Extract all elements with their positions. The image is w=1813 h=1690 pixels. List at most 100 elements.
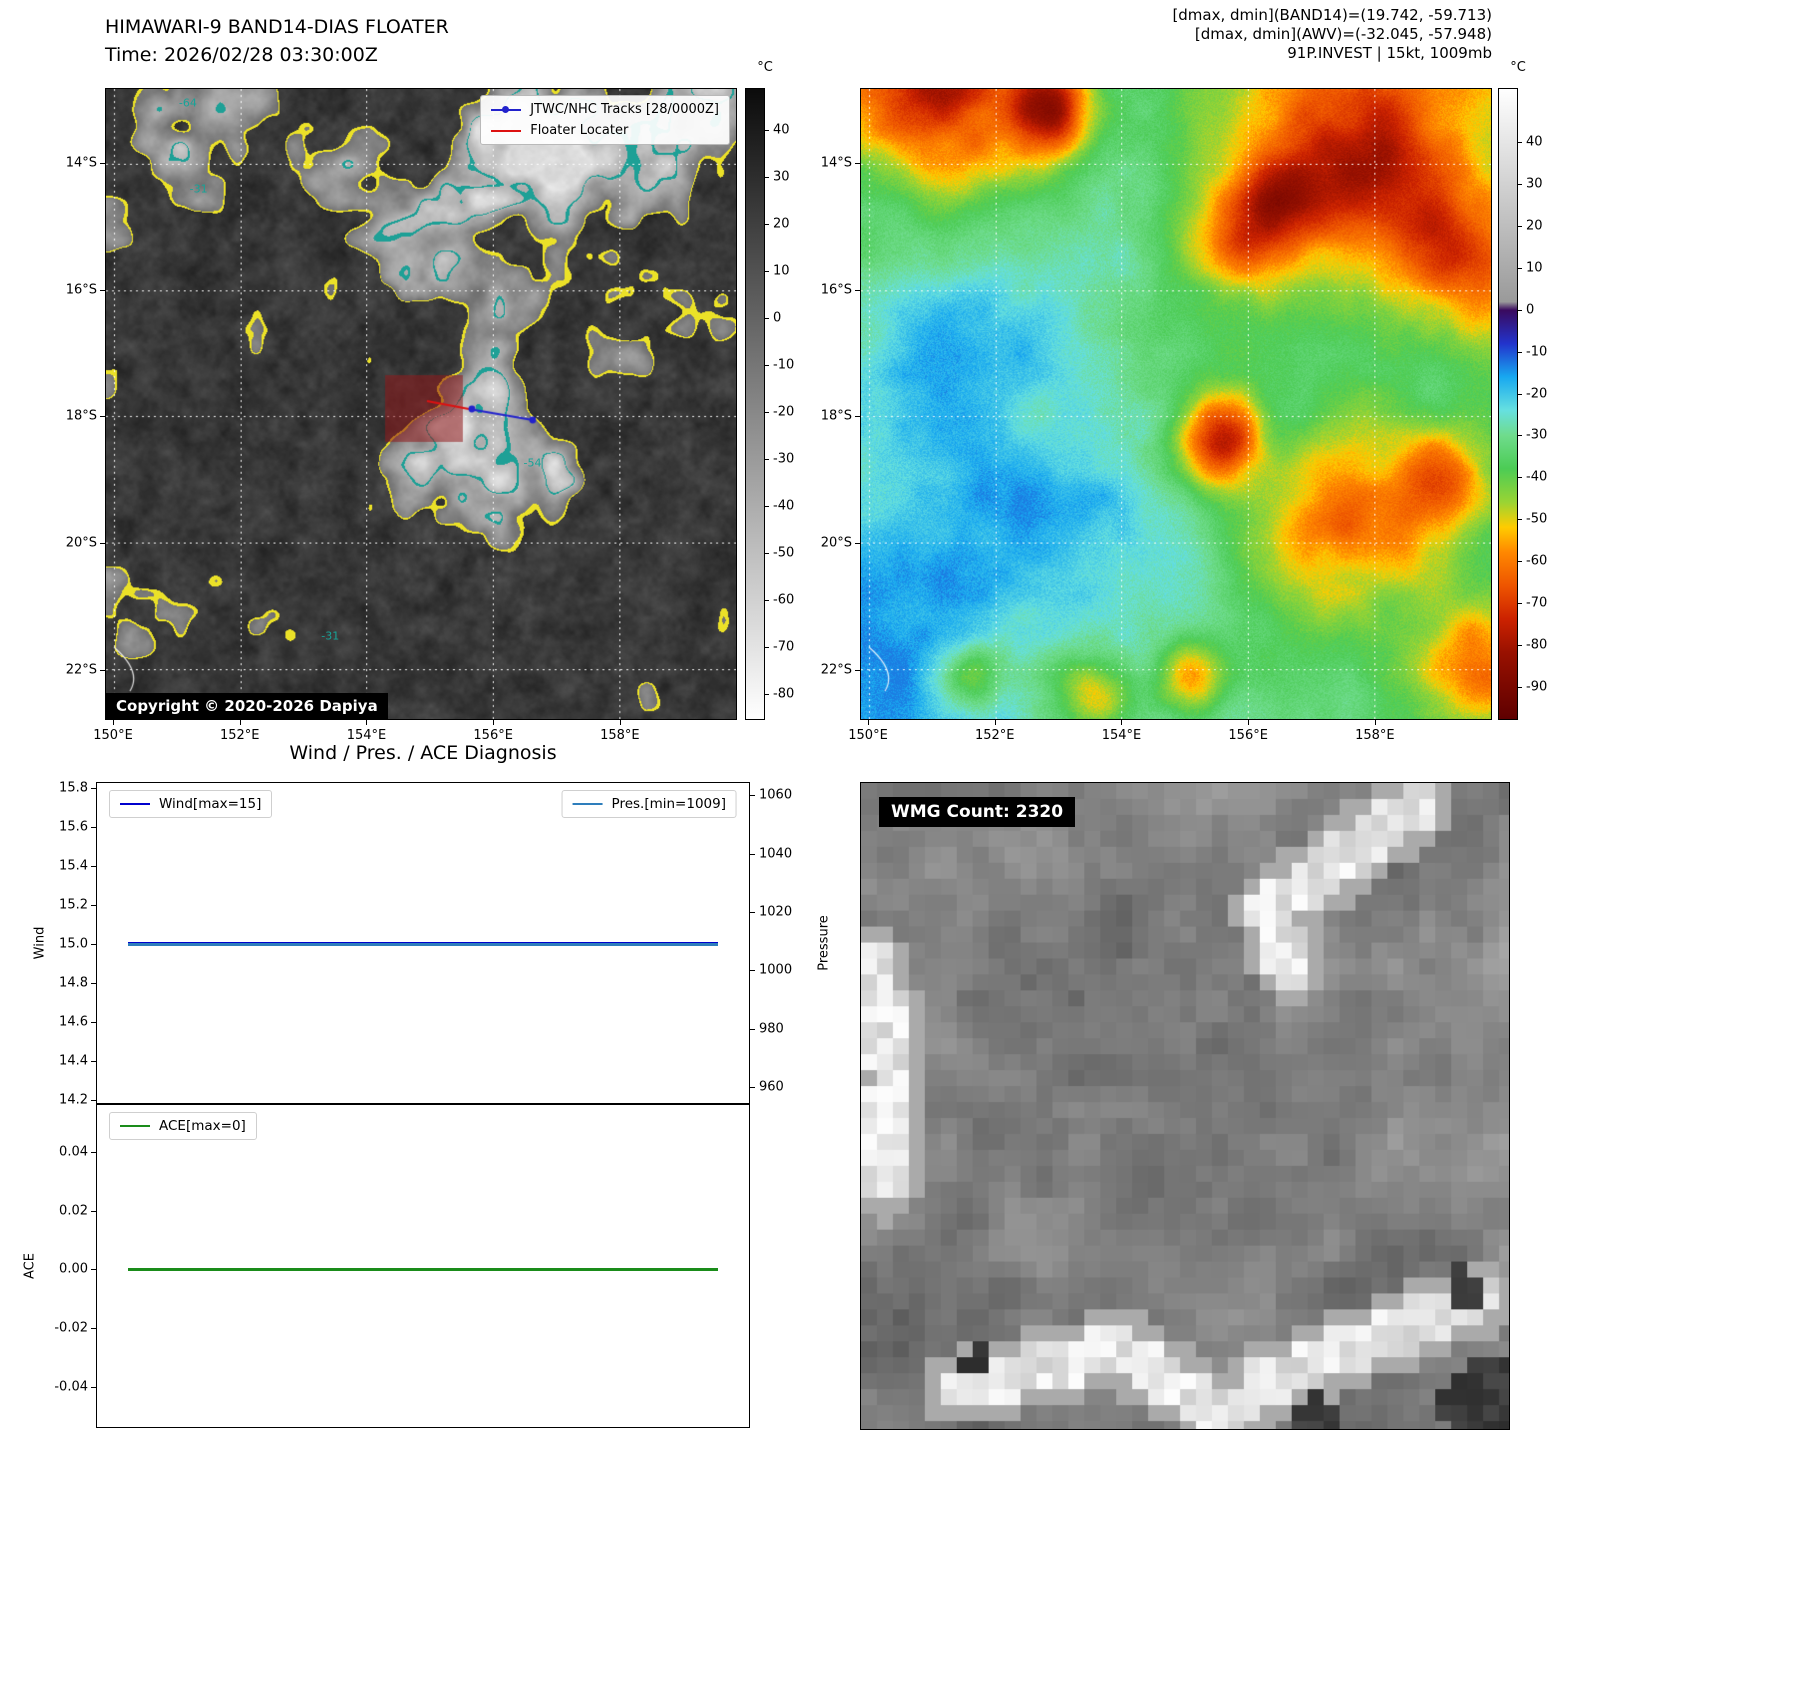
copyright-badge: Copyright © 2020-2026 Dapiya	[106, 693, 388, 719]
pressure-legend-sample	[572, 803, 603, 805]
band14-lon-tick-label: 150°E	[93, 728, 133, 743]
ace-legend: ACE[max=0]	[109, 1112, 257, 1140]
wind-legend-label: Wind[max=15]	[159, 796, 262, 812]
band14-lon-tickmark	[113, 720, 115, 725]
wind-legend: Wind[max=15]	[109, 790, 273, 818]
band14-colorbar-tickmark	[765, 365, 769, 367]
pressure-legend: Pres.[min=1009]	[561, 790, 737, 818]
awv-colorbar-tick-label: 0	[1526, 302, 1535, 318]
contour-temp-label: -31	[189, 182, 208, 196]
wind-axis-tick-label: 14.4	[59, 1053, 88, 1069]
awv-lon-tickmark	[1248, 720, 1250, 725]
band14-lon-tick-label: 158°E	[600, 728, 640, 743]
pressure-axis-tick-label: 960	[759, 1079, 784, 1095]
wind-axis-tickmark	[91, 1021, 96, 1023]
band14-colorbar-tickmark	[765, 553, 769, 555]
awv-header-line: [dmax, dmin](BAND14)=(19.742, -59.713)	[1172, 6, 1492, 24]
awv-colorbar-tickmark	[1518, 560, 1522, 562]
awv-colorbar-tick-label: -70	[1526, 595, 1548, 611]
ace-axis-tick-label: 0.02	[59, 1203, 88, 1219]
pressure-axis-tick-label: 1000	[759, 962, 793, 978]
pressure-axis-tickmark	[750, 795, 755, 797]
band14-colorbar-tick-label: -10	[773, 357, 795, 373]
band14-colorbar-tick-label: -80	[773, 686, 795, 702]
floater-line-sample	[491, 129, 522, 132]
ace-axis-tickmark	[91, 1210, 96, 1212]
ace-axis-tickmark	[91, 1151, 96, 1153]
ace-legend-sample	[120, 1125, 150, 1127]
band14-title: HIMAWARI-9 BAND14-DIAS FLOATER	[105, 16, 449, 38]
pressure-axis-tickmark	[750, 1087, 755, 1089]
awv-colorbar-tickmark	[1518, 267, 1522, 269]
awv-lat-tickmark	[855, 543, 860, 545]
awv-colorbar-tick-label: -30	[1526, 427, 1548, 443]
band14-lat-tickmark	[100, 669, 105, 671]
awv-colorbar-tick-label: 40	[1526, 134, 1543, 150]
awv-colorbar-unit: °C	[1510, 60, 1526, 75]
awv-lat-tickmark	[855, 669, 860, 671]
pressure-series-line	[128, 942, 718, 946]
pressure-axis-tickmark	[750, 911, 755, 913]
band14-lat-tick-label: 16°S	[65, 282, 97, 298]
wmg-count-badge: WMG Count: 2320	[879, 797, 1076, 827]
map-legend-label: JTWC/NHC Tracks [28/0000Z]	[530, 102, 719, 117]
wind-axis-tick-label: 15.8	[59, 780, 88, 796]
track-line-sample	[491, 106, 522, 113]
awv-colorbar-tickmark	[1518, 435, 1522, 437]
wind-axis-tickmark	[91, 866, 96, 867]
ace-axis-tickmark	[91, 1386, 96, 1388]
band14-map-legend: JTWC/NHC Tracks [28/0000Z] Floater Locate…	[480, 95, 730, 145]
band14-colorbar-tickmark	[765, 224, 769, 226]
awv-colorbar-tick-label: -90	[1526, 679, 1548, 695]
awv-colorbar-tick-label: -10	[1526, 344, 1548, 360]
map-legend-label: Floater Locater	[530, 123, 629, 138]
awv-colorbar-tickmark	[1518, 351, 1522, 353]
awv-map-plot	[860, 88, 1492, 720]
awv-header-line: 91P.INVEST | 15kt, 1009mb	[1287, 44, 1492, 62]
awv-colorbar-tickmark	[1518, 602, 1522, 604]
floater-legend-item: Floater Locater	[491, 123, 719, 138]
band14-colorbar-tickmark	[765, 506, 769, 508]
awv-colorbar-tickmark	[1518, 309, 1522, 311]
band14-lon-tick-label: 152°E	[219, 728, 260, 743]
band14-colorbar-tickmark	[765, 412, 769, 414]
awv-lon-tick-label: 156°E	[1228, 728, 1268, 743]
wind-axis-tickmark	[91, 1060, 96, 1062]
awv-colorbar-tick-label: 20	[1526, 218, 1543, 234]
awv-colorbar-tickmark	[1518, 184, 1522, 186]
wind-legend-sample	[120, 803, 150, 805]
jtwc-track-legend-item: JTWC/NHC Tracks [28/0000Z]	[491, 102, 719, 117]
band14-colorbar-tickmark	[765, 130, 769, 132]
band14-colorbar-tick-label: 30	[773, 169, 790, 185]
band14-colorbar-tickmark	[765, 459, 769, 461]
pressure-axis-tickmark	[750, 1028, 755, 1030]
band14-colorbar-tick-label: 10	[773, 263, 790, 279]
wind-axis-tick-label: 14.2	[59, 1092, 88, 1108]
band14-colorbar-tick-label: -60	[773, 592, 795, 608]
awv-lat-tick-label: 20°S	[820, 535, 852, 551]
band14-colorbar-tick-label: -30	[773, 451, 795, 467]
awv-lon-tickmark	[994, 720, 996, 725]
pressure-axis-tick-label: 980	[759, 1021, 784, 1037]
band14-lat-tick-label: 22°S	[65, 662, 97, 678]
ace-axis-tick-label: 0.04	[59, 1144, 88, 1160]
wind-axis-tick-label: 15.0	[59, 936, 88, 952]
band14-lon-tickmark	[493, 720, 495, 725]
wind-axis-tickmark	[91, 1099, 96, 1101]
ace-series-line	[128, 1267, 718, 1271]
awv-lon-tickmark	[868, 720, 870, 725]
awv-lat-tick-label: 14°S	[820, 155, 852, 171]
awv-colorbar-tick-label: -80	[1526, 637, 1548, 653]
awv-colorbar-tick-label: -50	[1526, 511, 1548, 527]
awv-lat-tickmark	[855, 163, 860, 165]
pressure-legend-label: Pres.[min=1009]	[611, 796, 726, 812]
band14-colorbar-tick-label: -50	[773, 545, 795, 561]
band14-colorbar	[745, 88, 765, 720]
track-marker-dot	[502, 106, 510, 113]
wind-axis-tickmark	[91, 904, 96, 906]
awv-colorbar-tick-label: 10	[1526, 260, 1543, 276]
awv-lon-tickmark	[1121, 720, 1123, 725]
pressure-axis-tick-label: 1060	[759, 787, 793, 803]
awv-colorbar-tick-label: -60	[1526, 553, 1548, 569]
band14-colorbar-tick-label: -70	[773, 639, 795, 655]
